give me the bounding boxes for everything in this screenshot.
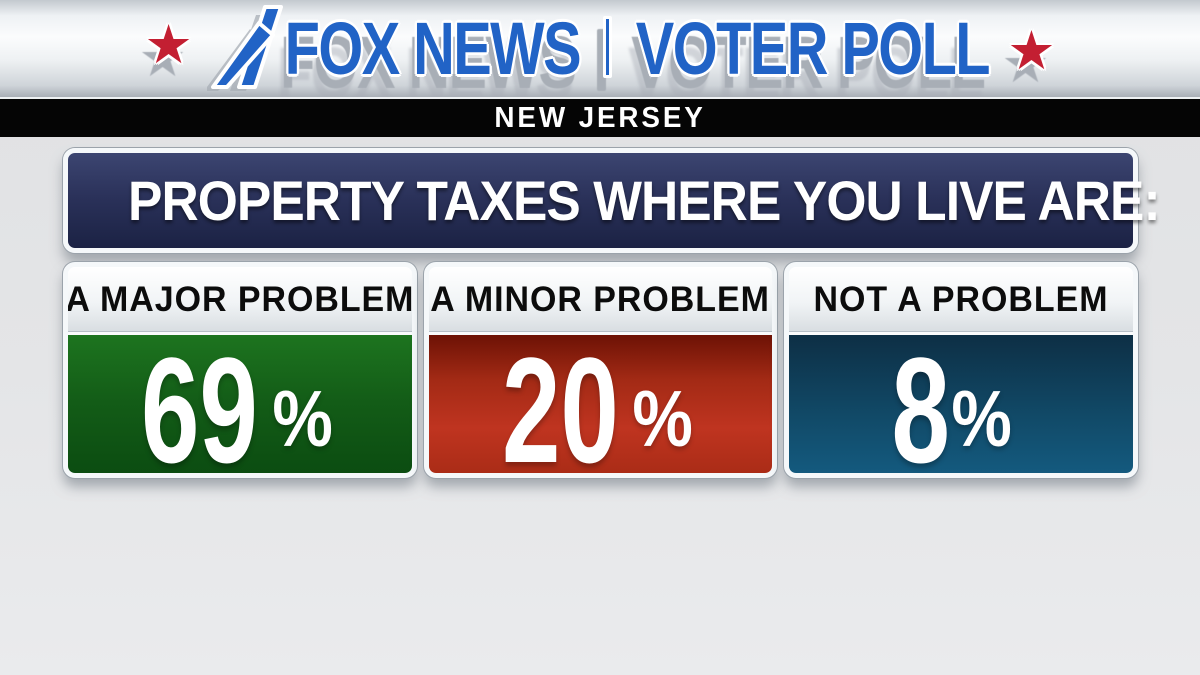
logo-divider [603,15,613,78]
star-right-icon: ★ [1007,20,1056,81]
result-label-area: A MINOR PROBLEM [428,267,773,335]
result-value-area: 8 % [789,326,1134,478]
results-row: A MAJOR PROBLEM 69 % A MINOR PROBLEM 20 … [63,262,1139,478]
result-label-area: NOT A PROBLEM [789,267,1134,335]
percent-sign: % [951,374,1013,463]
result-card-major-problem: A MAJOR PROBLEM 69 % [63,262,417,478]
result-value: 8 [891,326,950,478]
result-value-area: 20 % [428,326,773,478]
result-value-area: 69 % [68,326,412,478]
voter-poll-wordmark: VOTER POLL [636,6,991,90]
percent-sign: % [272,374,333,463]
fox-searchlight-icon [206,4,283,91]
result-label: A MAJOR PROBLEM [65,279,415,319]
result-card-minor-problem: A MINOR PROBLEM 20 % [423,262,778,478]
location-bar: NEW JERSEY [0,97,1200,137]
result-label: NOT A PROBLEM [813,279,1109,319]
percent-sign: % [632,374,694,463]
result-value: 69 [140,326,258,478]
fox-news-wordmark: FOX NEWS [284,6,581,90]
result-value: 20 [501,326,619,478]
result-label-area: A MAJOR PROBLEM [68,267,412,335]
location-label: NEW JERSEY [494,101,706,134]
result-card-not-a-problem: NOT A PROBLEM 8 % [784,262,1139,478]
question-banner: PROPERTY TAXES WHERE YOU LIVE ARE: [63,148,1161,253]
star-left-icon: ★ [144,14,193,75]
question-text: PROPERTY TAXES WHERE YOU LIVE ARE: [128,169,1161,232]
result-label: A MINOR PROBLEM [430,279,771,319]
brand-header: ★ FOX NEWS VOTER POLL ★ [0,0,1200,97]
